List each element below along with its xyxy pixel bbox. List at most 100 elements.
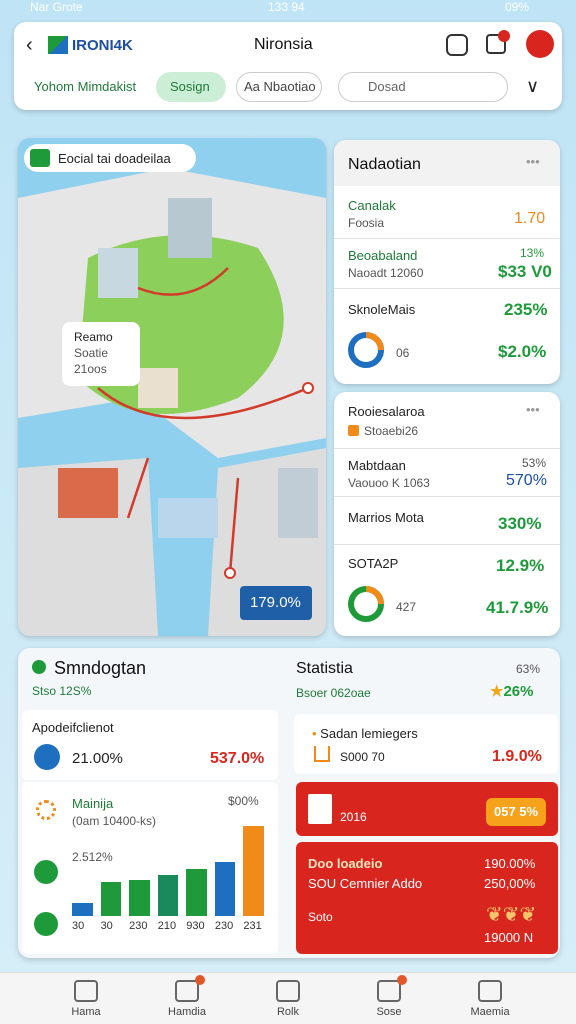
summary-title: Smndogtan [54, 658, 147, 678]
row-name: Beoabaland [348, 248, 418, 263]
header: ‹ IRONI4K Nironsia Yohom Mimdakist Sosig… [14, 22, 562, 110]
row-name: Marrios Mota [348, 510, 424, 525]
alert-line: SOU Cemnier Addo [308, 876, 423, 891]
alert-title-value: 190.00% [484, 856, 536, 871]
item-value: 1.9.0% [492, 748, 542, 765]
popup-line: 21oos [74, 362, 107, 376]
row-value: $2.0% [498, 342, 547, 361]
map-badge-text: 179.0% [250, 594, 301, 611]
panel-title: Nadaotian [348, 156, 421, 173]
bar-label: 230 [214, 920, 234, 932]
tab[interactable]: Yohom Mimdakist [34, 79, 137, 94]
menu[interactable]: ••• [526, 402, 540, 417]
bar [129, 880, 150, 916]
nav-label[interactable]: Rolk [276, 1006, 299, 1018]
divider [334, 544, 560, 545]
alert-card[interactable] [296, 842, 558, 954]
badge [498, 30, 510, 42]
nav-icon[interactable] [478, 980, 502, 1002]
nav-badge [397, 975, 407, 985]
alert-sub: 2016 [340, 810, 367, 824]
bar-label: 930 [186, 920, 205, 932]
stats-sub: Bsoer 062oae [296, 686, 371, 700]
nav-icon[interactable] [175, 980, 199, 1002]
row-value: 235% [504, 300, 548, 319]
map-title-bg [24, 144, 196, 172]
stat-value: 537.0% [210, 750, 265, 767]
back-button[interactable]: ‹ [26, 34, 33, 56]
row-sub: Naoadt 12060 [348, 266, 424, 280]
tab[interactable]: Sosign [170, 79, 210, 94]
bar [72, 903, 93, 916]
sun-icon [36, 800, 56, 820]
star-value: 26% [503, 683, 534, 700]
nav-label[interactable]: Hamdia [168, 1006, 206, 1018]
row-name: Canalak [348, 198, 396, 213]
map-title: Eocial tai doadeilaa [58, 151, 171, 166]
bar-label: 231 [243, 920, 262, 932]
row-name: SOTA2P [348, 556, 399, 571]
row-value: 330% [498, 514, 542, 533]
alert-value: 057 5% [494, 804, 539, 819]
bar [186, 869, 207, 916]
alert-foot: Soto [308, 910, 333, 924]
panel-header [334, 140, 560, 186]
map-icon [30, 149, 50, 167]
panel: Nadaotian ••• Canalak Foosia 1.70 Beoaba… [334, 140, 560, 384]
item-name-text: Sadan lemiegers [320, 726, 418, 741]
stats-note: 63% [516, 662, 541, 676]
tab-active-bg[interactable] [156, 72, 226, 102]
row-value: 12.9% [496, 556, 545, 575]
row-value: 570% [506, 472, 547, 489]
donut [348, 332, 384, 368]
donut-label: 427 [396, 600, 417, 614]
settings-icon[interactable] [446, 34, 468, 56]
time: 133 94 [268, 0, 305, 14]
chart-sub: (0am 10400-ks) [72, 814, 157, 828]
bar-label: 210 [157, 920, 177, 932]
row-name: Mabtdaan [348, 458, 406, 473]
profile-button[interactable] [526, 30, 554, 58]
section-title: Apodeifclienot [32, 720, 114, 735]
bar-label: 30 [72, 920, 85, 932]
panel-sub: Stoaebi26 [364, 424, 419, 438]
tab-bg[interactable] [236, 72, 322, 102]
filter-icon[interactable]: ∨ [526, 76, 540, 96]
search-box[interactable] [338, 72, 508, 102]
nav-label[interactable]: Hama [71, 1006, 101, 1018]
nav-icon[interactable] [276, 980, 300, 1002]
row-sub: Foosia [348, 216, 385, 230]
wheat-icon: ❦❦❦ [486, 904, 537, 926]
nav-icon[interactable] [377, 980, 401, 1002]
divider [334, 288, 560, 289]
tab[interactable]: Aa Nbaotiao [244, 79, 316, 94]
menu[interactable]: ••• [526, 154, 540, 169]
search-placeholder: Dosad [368, 79, 406, 94]
popup [62, 322, 140, 386]
divider [334, 496, 560, 497]
row-value: 41.7.9% [486, 598, 549, 617]
row-sub: Vaouoo K 1063 [348, 476, 430, 490]
panel-title: Rooiesalaroa [348, 404, 425, 419]
nav-icon[interactable] [74, 980, 98, 1002]
item-sub: S000 70 [340, 750, 385, 764]
summary-card: Smndogtan Stso 12S% Statistia 63% Bsoer … [18, 648, 560, 958]
item-box [294, 714, 558, 774]
alert-badge [486, 798, 546, 826]
row-value: $33 V0 [498, 262, 552, 281]
nav-label[interactable]: Sose [376, 1006, 402, 1018]
stat-box [22, 710, 278, 780]
mini-chart: 30 30 230 210 930 230 231 [68, 808, 268, 938]
row-note: 13% [520, 246, 545, 260]
alert-icon [308, 794, 332, 824]
bar-label: 230 [129, 920, 148, 932]
check-icon [32, 660, 46, 674]
nav-label[interactable]: Maemia [470, 1006, 510, 1018]
map-badge[interactable] [240, 586, 312, 620]
panel: Rooiesalaroa ••• Stoaebi26 Mabtdaan Vaou… [334, 392, 560, 636]
stats-title: Statistia [296, 660, 353, 677]
stat-icon [34, 744, 60, 770]
notification-icon[interactable] [486, 34, 506, 54]
divider [334, 448, 560, 449]
